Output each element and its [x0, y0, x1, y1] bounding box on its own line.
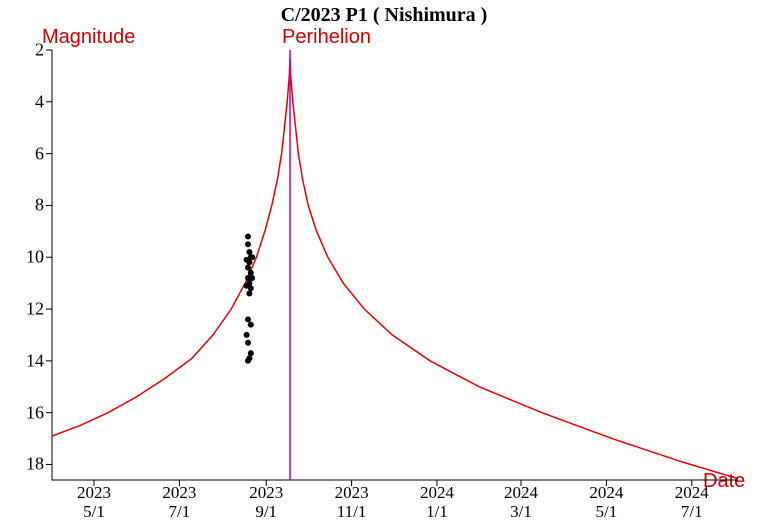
y-tick-label: 16: [14, 402, 44, 423]
observation-point: [245, 265, 251, 271]
observation-point: [248, 322, 254, 328]
observation-point: [248, 270, 254, 276]
x-tick-label: 20239/1: [236, 484, 296, 520]
x-tick-label: 20235/1: [64, 484, 124, 520]
y-tick-label: 2: [14, 40, 44, 61]
y-tick-label: 6: [14, 143, 44, 164]
observation-point: [248, 285, 254, 291]
x-tick-label: 202311/1: [322, 484, 382, 520]
y-tick-label: 18: [14, 454, 44, 475]
x-tick-label: 20241/1: [407, 484, 467, 520]
y-tick-label: 10: [14, 247, 44, 268]
observation-point: [245, 234, 251, 240]
observation-point: [246, 291, 252, 297]
chart-container: C/2023 P1 ( Nishimura ) Magnitude Perihe…: [0, 0, 768, 520]
observation-point: [245, 241, 251, 247]
y-tick-label: 14: [14, 350, 44, 371]
observation-point: [246, 259, 252, 265]
observation-point: [249, 254, 255, 260]
observation-point: [245, 358, 251, 364]
y-tick-label: 8: [14, 195, 44, 216]
x-tick-label: 20247/1: [662, 484, 722, 520]
x-tick-label: 20237/1: [149, 484, 209, 520]
observation-point: [246, 249, 252, 255]
light-curve: [52, 58, 738, 479]
chart-svg: [0, 0, 768, 520]
observation-point: [244, 332, 250, 338]
x-tick-label: 20245/1: [576, 484, 636, 520]
observation-point: [249, 275, 255, 281]
observation-point: [245, 340, 251, 346]
observation-point: [245, 316, 251, 322]
x-tick-label: 20243/1: [491, 484, 551, 520]
observation-point: [248, 350, 254, 356]
y-tick-label: 12: [14, 299, 44, 320]
y-tick-label: 4: [14, 91, 44, 112]
